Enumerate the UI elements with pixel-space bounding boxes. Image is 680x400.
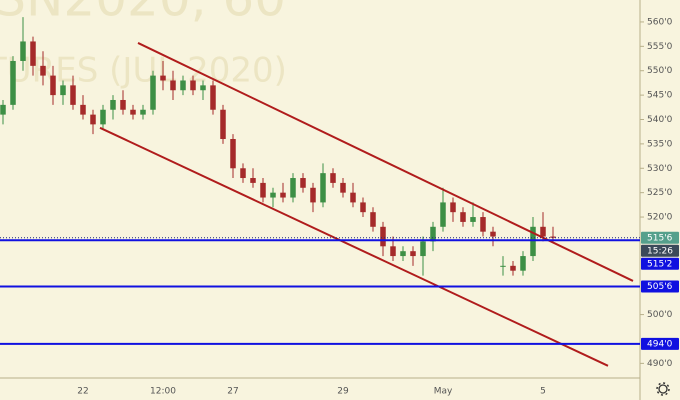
y-tick-label: 550'0 bbox=[647, 66, 673, 76]
candle-body bbox=[90, 114, 96, 125]
countdown-label: 15:26 bbox=[647, 246, 673, 256]
candle-body bbox=[380, 226, 386, 247]
candle-body bbox=[70, 85, 76, 105]
candle-body bbox=[390, 246, 396, 257]
countdown-label-box bbox=[641, 244, 679, 257]
candle-body bbox=[30, 41, 36, 66]
candle-body bbox=[130, 109, 136, 115]
last-price-label: 515'6 bbox=[647, 233, 673, 243]
candle-body bbox=[360, 202, 366, 213]
candle-body bbox=[350, 192, 356, 203]
settings-icon-ring[interactable] bbox=[658, 384, 668, 394]
candle-body bbox=[290, 178, 296, 198]
x-tick-label: 22 bbox=[77, 387, 88, 397]
candle-body bbox=[340, 182, 346, 193]
x-tick-label: 29 bbox=[337, 387, 349, 397]
y-tick-label: 555'0 bbox=[647, 42, 673, 52]
candle-body bbox=[370, 212, 376, 227]
candle-body bbox=[120, 99, 126, 110]
candle-body bbox=[150, 75, 156, 110]
candle-body bbox=[520, 256, 526, 271]
candle-body bbox=[60, 85, 66, 96]
candle-body bbox=[180, 80, 186, 91]
level-label: 515'2 bbox=[647, 259, 672, 269]
trendline bbox=[137, 42, 634, 282]
candle-body bbox=[430, 226, 436, 242]
candle-body bbox=[440, 202, 446, 227]
plot-area bbox=[0, 17, 634, 367]
y-tick-label: 545'0 bbox=[647, 91, 673, 101]
candle-body bbox=[0, 104, 6, 115]
x-tick-label: May bbox=[434, 387, 453, 397]
settings-icon[interactable] bbox=[656, 382, 670, 396]
candle-body bbox=[470, 217, 476, 222]
candle-body bbox=[210, 85, 216, 110]
candle-body bbox=[320, 173, 326, 203]
candle-body bbox=[550, 236, 556, 238]
y-tick-label: 520'0 bbox=[647, 213, 673, 223]
candle-body bbox=[160, 75, 166, 81]
candle-body bbox=[230, 139, 236, 169]
candle-body bbox=[40, 65, 46, 76]
candle-body bbox=[140, 109, 146, 115]
candle-body bbox=[100, 109, 106, 125]
candle-body bbox=[220, 109, 226, 140]
candle-body bbox=[480, 217, 486, 232]
candle-body bbox=[400, 251, 406, 257]
candle-body bbox=[270, 192, 276, 198]
level-label: 494'0 bbox=[647, 339, 673, 349]
level-label: 505'6 bbox=[647, 282, 673, 292]
level-label-box bbox=[641, 257, 679, 270]
candle-body bbox=[20, 41, 26, 61]
y-tick-label: 540'0 bbox=[647, 115, 673, 125]
settings-icon-teeth[interactable] bbox=[656, 382, 670, 396]
level-label-box bbox=[641, 280, 679, 293]
candle-body bbox=[300, 178, 306, 188]
candle-body bbox=[240, 168, 246, 179]
candle-body bbox=[10, 60, 16, 105]
watermark: SOYBEAN FUTURES (JUL 2020) bbox=[0, 51, 287, 91]
y-tick-label: 525'0 bbox=[647, 188, 673, 198]
candle-body bbox=[200, 85, 206, 91]
candle-body bbox=[250, 178, 256, 183]
candle-body bbox=[80, 104, 86, 115]
last-price-label-box bbox=[641, 231, 679, 244]
level-label-box bbox=[641, 337, 679, 350]
candle-body bbox=[260, 182, 266, 198]
watermark: ZSN2020, 60 bbox=[0, 0, 286, 28]
candle-body bbox=[500, 265, 506, 267]
y-tick-label: 535'0 bbox=[647, 139, 673, 149]
y-tick-label: 530'0 bbox=[647, 164, 673, 174]
x-tick-label: 27 bbox=[227, 387, 238, 397]
y-tick-label: 500'0 bbox=[647, 310, 673, 320]
candle-body bbox=[170, 80, 176, 91]
candle-body bbox=[450, 202, 456, 213]
candle-body bbox=[110, 99, 116, 110]
candle-body bbox=[540, 226, 546, 237]
candle-body bbox=[190, 80, 196, 91]
candle-body bbox=[460, 212, 466, 222]
candle-body bbox=[510, 265, 516, 271]
trendline bbox=[99, 126, 609, 367]
candle-body bbox=[280, 192, 286, 198]
candle-body bbox=[490, 231, 496, 237]
candle-body bbox=[420, 241, 426, 257]
candle-body bbox=[530, 226, 536, 257]
x-tick-label: 5 bbox=[540, 387, 546, 397]
y-tick-label: 490'0 bbox=[647, 359, 673, 369]
candle-body bbox=[330, 173, 336, 183]
candle-body bbox=[310, 187, 316, 203]
y-tick-label: 560'0 bbox=[647, 17, 673, 27]
candle-body bbox=[50, 75, 56, 96]
candle-body bbox=[410, 251, 416, 257]
x-tick-label: 12:00 bbox=[150, 387, 176, 397]
